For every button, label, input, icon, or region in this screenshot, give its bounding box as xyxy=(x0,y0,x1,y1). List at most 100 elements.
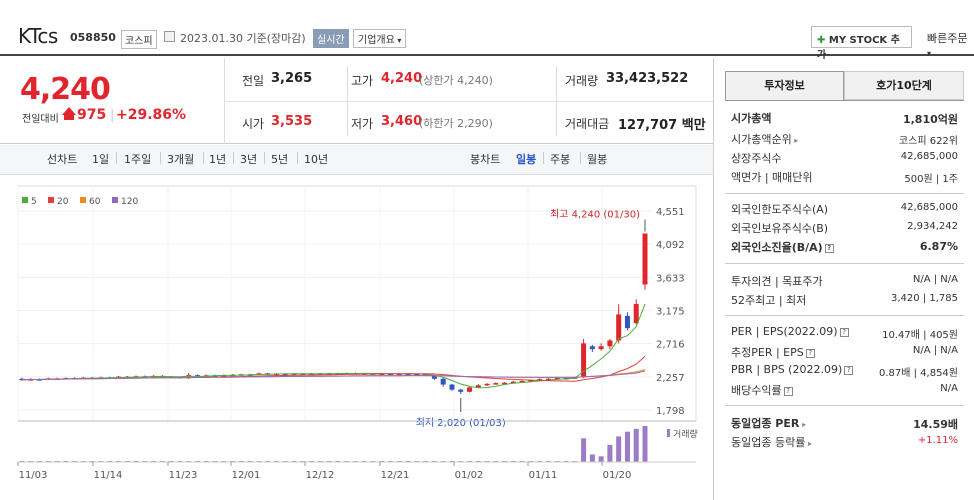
info-label[interactable]: 시가총액순위 ▸ xyxy=(731,131,798,147)
help-icon[interactable]: ? xyxy=(824,243,834,253)
candle-body xyxy=(405,373,411,376)
period-10y[interactable]: 10년 xyxy=(304,153,329,166)
period-5y[interactable]: 5년 xyxy=(271,153,289,166)
add-my-stock-button[interactable]: ✚ MY STOCK 추가 xyxy=(811,26,912,61)
info-label-text: 액면가 | 매매단위 xyxy=(731,171,813,184)
help-icon[interactable]: ? xyxy=(783,386,793,396)
volume-value: 33,423,522 xyxy=(606,71,689,86)
calendar-icon xyxy=(164,31,175,42)
period-divider xyxy=(264,152,265,164)
stock-header xyxy=(0,0,974,56)
info-value: N/A xyxy=(940,383,958,394)
y-tick-label: 4,092 xyxy=(656,240,685,251)
info-label[interactable]: 배당수익률? xyxy=(731,382,793,398)
info-label-text: 추정PER | EPS xyxy=(731,346,804,359)
low-label: 저가 xyxy=(351,117,374,131)
period-divider xyxy=(580,152,581,164)
info-value: 10.47배 | 405원 xyxy=(882,330,958,341)
info-divider xyxy=(725,315,964,316)
info-value: 42,685,000 xyxy=(900,151,958,162)
upper-limit: (상한가 4,240) xyxy=(419,74,493,87)
legend-swatch xyxy=(22,197,28,203)
info-label[interactable]: 동일업종 PER ▸ xyxy=(731,415,806,431)
base-date: 2023.01.30 기준(장마감) xyxy=(180,32,306,45)
y-tick-label: 2,716 xyxy=(656,340,685,351)
help-icon[interactable]: ? xyxy=(805,348,815,358)
candle-monthly[interactable]: 월봉 xyxy=(587,153,608,166)
period-3y[interactable]: 3년 xyxy=(240,153,258,166)
stock-chart[interactable]: 4,551 4,092 3,633 3,175 2,716 2,257 1,798 5 20 60… xyxy=(0,176,713,500)
info-value: 14.59배 xyxy=(913,418,958,431)
info-label-text: PBR | BPS (2022.09) xyxy=(731,363,843,376)
info-value: 1,810억원 xyxy=(902,113,958,126)
candle-body xyxy=(431,375,437,379)
info-label[interactable]: 추정PER | EPS? xyxy=(731,344,815,360)
period-1y[interactable]: 1년 xyxy=(209,153,227,166)
info-label: 투자의견 | 목표주가 xyxy=(731,273,823,289)
quick-order-dropdown[interactable]: 빠른주문 ▾ xyxy=(927,30,974,59)
info-label: 52주최고 | 최저 xyxy=(731,292,806,308)
info-label-text: 투자의견 | 목표주가 xyxy=(731,275,823,288)
info-label-text: 배당수익률 xyxy=(731,384,782,397)
candle-body xyxy=(607,340,613,347)
info-label[interactable]: PBR | BPS (2022.09)? xyxy=(731,363,854,376)
lower-limit: (하한가 2,290) xyxy=(419,117,493,130)
tab-investment-info[interactable]: 투자정보 xyxy=(725,71,844,100)
info-value: 42,685,000 xyxy=(900,202,958,213)
candle-body xyxy=(554,378,560,380)
line-chart-label: 선차트 xyxy=(47,153,78,166)
tab-order-book[interactable]: 호가10단계 xyxy=(844,71,964,100)
info-label: 시가총액 xyxy=(731,110,771,126)
row-divider xyxy=(224,101,713,102)
candle-body xyxy=(510,381,516,384)
period-1w[interactable]: 1주일 xyxy=(124,153,152,166)
high-value: 4,240 xyxy=(381,71,423,86)
y-tick-label: 3,175 xyxy=(656,307,685,318)
period-divider xyxy=(233,152,234,164)
low-value: 3,460 xyxy=(381,114,423,129)
up-arrow-stem xyxy=(64,115,74,120)
volume-bar xyxy=(589,454,595,462)
y-tick-label: 1,798 xyxy=(656,406,685,417)
candle-weekly[interactable]: 주봉 xyxy=(550,153,571,166)
help-icon[interactable]: ? xyxy=(839,327,849,337)
volume-bar xyxy=(598,456,604,462)
volume-bar xyxy=(624,431,630,462)
legend-swatch xyxy=(80,197,86,203)
volume-bar xyxy=(642,426,648,462)
info-label-text: 외국인소진율(B/A) xyxy=(731,241,823,254)
info-label-text: 시가총액 xyxy=(731,112,772,125)
candle-body xyxy=(300,373,306,376)
candle-body xyxy=(624,315,630,329)
period-divider xyxy=(160,152,161,164)
volume-bar xyxy=(616,436,622,462)
info-label: 액면가 | 매매단위 xyxy=(731,169,813,185)
market-badge: 코스피 xyxy=(121,30,157,49)
candle-body xyxy=(396,373,402,376)
period-divider xyxy=(203,152,204,164)
chevron-down-icon: ▾ xyxy=(927,49,932,58)
info-label: 외국인한도주식수(A) xyxy=(731,201,828,217)
x-tick-label: 11/23 xyxy=(169,470,198,481)
y-tick-label: 4,551 xyxy=(656,207,685,218)
volume-label: 거래량 xyxy=(565,74,599,88)
help-icon[interactable]: ? xyxy=(844,365,854,375)
x-tick-label: 01/11 xyxy=(529,470,558,481)
low-annotation: 최저 2,020 (01/03) xyxy=(416,417,506,429)
candle-body xyxy=(537,379,543,381)
candle-body xyxy=(282,373,288,376)
info-label: 외국인보유주식수(B) xyxy=(731,220,828,236)
period-3m[interactable]: 3개월 xyxy=(167,153,195,166)
price-summary xyxy=(0,58,713,144)
info-value: N/A | N/A xyxy=(912,274,958,285)
quick-order-label: 빠른주문 xyxy=(927,32,968,45)
company-overview-dropdown[interactable]: 기업개요 ▾ xyxy=(353,29,407,48)
info-label[interactable]: 외국인소진율(B/A)? xyxy=(731,239,834,255)
candle-daily[interactable]: 일봉 xyxy=(516,153,537,166)
period-1d[interactable]: 1일 xyxy=(92,153,110,166)
stock-name: KTcs xyxy=(18,24,58,48)
info-label[interactable]: 동일업종 등락률 ▸ xyxy=(731,434,812,450)
realtime-button[interactable]: 실시간 xyxy=(313,29,349,48)
info-label[interactable]: PER | EPS(2022.09)? xyxy=(731,325,849,338)
change-percent: +29.86% xyxy=(116,107,187,123)
